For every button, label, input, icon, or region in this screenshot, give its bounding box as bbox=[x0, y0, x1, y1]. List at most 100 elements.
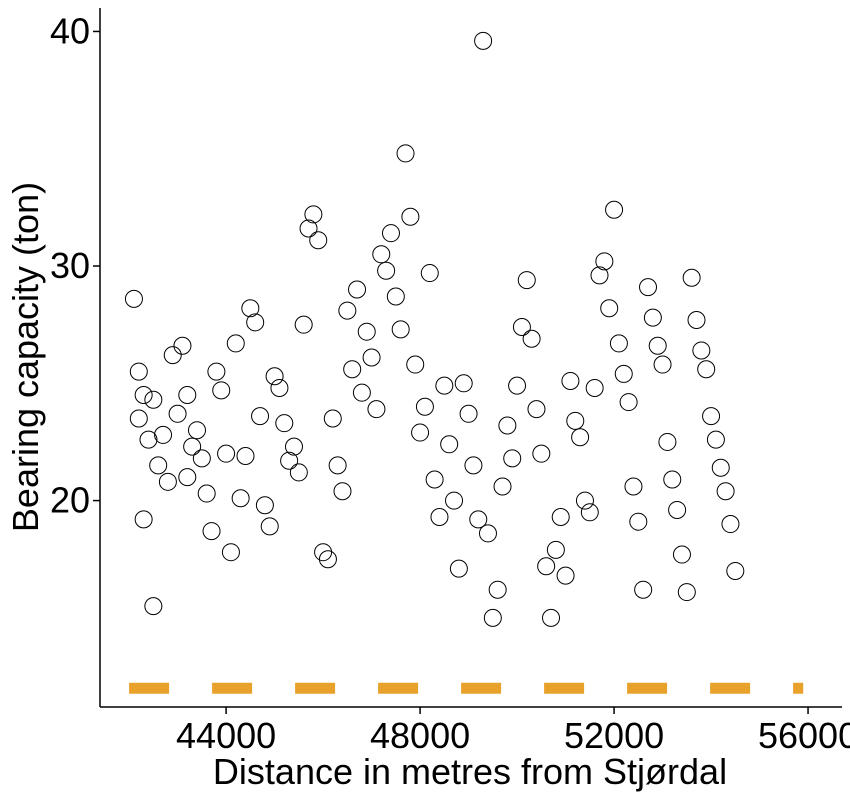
data-point bbox=[139, 430, 158, 449]
data-point bbox=[639, 278, 658, 297]
data-point bbox=[183, 437, 202, 456]
data-point bbox=[221, 543, 240, 562]
data-point bbox=[542, 608, 561, 627]
data-point bbox=[270, 378, 289, 397]
data-point bbox=[255, 496, 274, 515]
data-point bbox=[478, 524, 497, 543]
data-point bbox=[527, 400, 546, 419]
data-point bbox=[212, 381, 231, 400]
data-point bbox=[348, 280, 367, 299]
data-point bbox=[430, 508, 449, 527]
data-point bbox=[192, 449, 211, 468]
data-point bbox=[445, 491, 464, 510]
data-point bbox=[333, 482, 352, 501]
data-point bbox=[129, 409, 148, 428]
data-point bbox=[158, 472, 177, 491]
x-tick-label: 52000 bbox=[564, 715, 664, 756]
data-point bbox=[197, 484, 216, 503]
data-point bbox=[134, 510, 153, 529]
data-point bbox=[469, 510, 488, 529]
data-point bbox=[168, 404, 187, 423]
data-point bbox=[692, 341, 711, 360]
data-point bbox=[629, 512, 648, 531]
data-point bbox=[440, 435, 459, 454]
data-point bbox=[512, 318, 531, 337]
data-point bbox=[663, 470, 682, 489]
data-point bbox=[134, 386, 153, 405]
x-axis-title: Distance in metres from Stjørdal bbox=[213, 751, 727, 792]
data-point bbox=[711, 458, 730, 477]
data-point bbox=[454, 374, 473, 393]
axis-ticks: 44000 48000 52000 56000 20 30 40 bbox=[50, 10, 850, 756]
data-point bbox=[309, 231, 328, 250]
data-point bbox=[338, 301, 357, 320]
data-point bbox=[318, 550, 337, 569]
y-tick-label: 40 bbox=[50, 10, 90, 51]
data-point bbox=[546, 540, 565, 559]
data-point bbox=[217, 444, 236, 463]
data-point bbox=[658, 432, 677, 451]
data-point bbox=[187, 421, 206, 440]
data-point bbox=[386, 287, 405, 306]
data-point bbox=[401, 207, 420, 226]
data-point bbox=[144, 390, 163, 409]
data-point bbox=[314, 543, 333, 562]
data-point bbox=[706, 430, 725, 449]
data-point bbox=[498, 416, 517, 435]
data-point bbox=[163, 346, 182, 365]
data-point bbox=[619, 393, 638, 412]
data-point bbox=[381, 224, 400, 243]
data-point bbox=[435, 376, 454, 395]
data-point bbox=[202, 522, 221, 541]
data-point bbox=[474, 31, 493, 50]
data-point bbox=[178, 386, 197, 405]
data-point bbox=[571, 428, 590, 447]
data-point bbox=[556, 566, 575, 585]
data-point bbox=[668, 500, 687, 519]
data-point bbox=[154, 425, 173, 444]
data-point bbox=[483, 608, 502, 627]
data-point bbox=[406, 355, 425, 374]
x-tick-label: 56000 bbox=[758, 715, 850, 756]
x-tick-label: 48000 bbox=[370, 715, 470, 756]
data-point bbox=[226, 334, 245, 353]
data-point bbox=[231, 489, 250, 508]
plot-area bbox=[124, 31, 804, 694]
data-point bbox=[289, 463, 308, 482]
data-point bbox=[280, 451, 299, 470]
axes bbox=[99, 8, 842, 708]
data-point bbox=[464, 456, 483, 475]
y-tick-label: 30 bbox=[50, 245, 90, 286]
data-point bbox=[561, 371, 580, 390]
data-point bbox=[677, 583, 696, 602]
data-point bbox=[721, 515, 740, 534]
data-point bbox=[265, 367, 284, 386]
data-point bbox=[411, 423, 430, 442]
data-point bbox=[396, 144, 415, 163]
data-point bbox=[566, 411, 585, 430]
data-point bbox=[124, 289, 143, 308]
data-point bbox=[643, 308, 662, 327]
data-point bbox=[590, 266, 609, 285]
data-point bbox=[575, 491, 594, 510]
data-point bbox=[415, 397, 434, 416]
data-point bbox=[682, 268, 701, 287]
data-point bbox=[609, 334, 628, 353]
x-tick-label: 44000 bbox=[176, 715, 276, 756]
y-axis-title: Bearing capacity (ton) bbox=[5, 182, 46, 532]
data-point bbox=[352, 383, 371, 402]
data-point bbox=[653, 355, 672, 374]
data-point bbox=[493, 477, 512, 496]
data-point bbox=[624, 477, 643, 496]
data-point bbox=[600, 299, 619, 318]
data-point bbox=[697, 360, 716, 379]
data-point bbox=[343, 360, 362, 379]
data-point bbox=[275, 414, 294, 433]
data-point bbox=[605, 200, 624, 219]
data-point bbox=[551, 508, 570, 527]
data-point bbox=[372, 245, 391, 264]
data-point bbox=[241, 299, 260, 318]
data-point bbox=[537, 557, 556, 576]
data-point bbox=[522, 329, 541, 348]
